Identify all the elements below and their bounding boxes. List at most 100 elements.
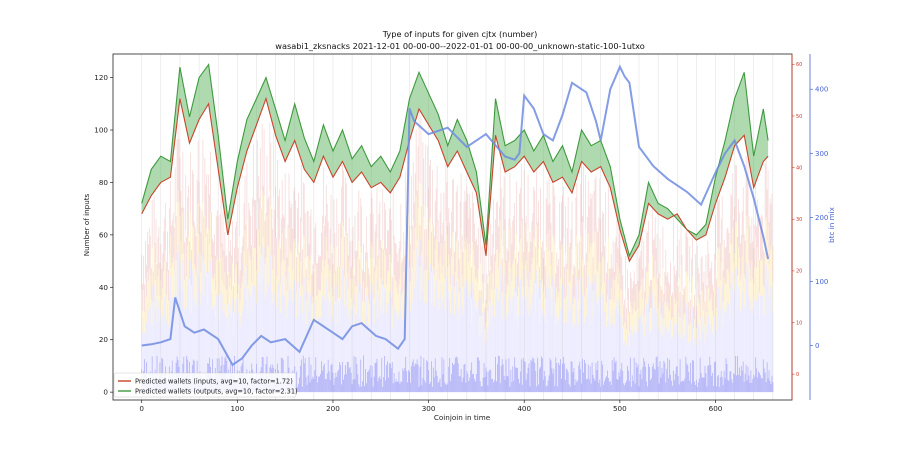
bar-top xyxy=(409,244,411,282)
bar-mid xyxy=(734,290,736,375)
bar-top xyxy=(223,250,225,286)
bar-mid xyxy=(369,293,371,366)
bar-base xyxy=(415,364,417,393)
bar-yellow xyxy=(271,254,273,292)
bar-top xyxy=(435,188,437,240)
bar-mid xyxy=(403,304,405,371)
x-tick-label: 0 xyxy=(139,404,144,413)
bar-top xyxy=(179,157,181,217)
bar-top xyxy=(643,241,645,279)
bar-base xyxy=(343,374,345,393)
bar-yellow xyxy=(170,267,172,301)
bar-yellow xyxy=(310,254,312,292)
bar-top xyxy=(507,250,509,286)
bar-yellow xyxy=(421,252,423,290)
bar-yellow xyxy=(529,272,531,305)
bar-top xyxy=(164,218,166,262)
bar-mid xyxy=(334,304,336,378)
bar-base xyxy=(672,370,674,393)
bar-top xyxy=(317,262,319,296)
bar-base xyxy=(696,386,698,393)
bar-base xyxy=(745,364,747,393)
bar-top xyxy=(701,255,703,290)
bar-yellow xyxy=(358,241,360,282)
bar-top xyxy=(389,207,391,254)
bar-mid xyxy=(298,282,299,384)
bar-yellow xyxy=(375,265,377,300)
bar-mid xyxy=(769,285,771,381)
bar-top xyxy=(339,266,341,298)
bar-top xyxy=(575,197,577,247)
bar-mid xyxy=(555,326,557,358)
bar-top xyxy=(210,151,212,213)
bar-base xyxy=(383,376,385,393)
bar-base xyxy=(623,383,625,393)
bar-yellow xyxy=(347,289,349,317)
bar-mid xyxy=(167,303,168,385)
bar-top xyxy=(696,245,698,283)
x-tick-label: 600 xyxy=(709,404,723,413)
bar-top xyxy=(226,255,228,290)
bar-top xyxy=(163,231,165,272)
bar-base xyxy=(328,371,330,393)
bar-top xyxy=(475,238,477,278)
bar-top xyxy=(745,156,747,216)
bar-top xyxy=(282,214,284,260)
bar-base xyxy=(431,386,433,393)
bar-yellow xyxy=(772,282,774,312)
bar-top xyxy=(495,219,496,263)
bar-top xyxy=(465,200,467,249)
bar-yellow xyxy=(569,280,571,310)
bar-base xyxy=(709,356,711,393)
bar-mid xyxy=(615,306,617,361)
bar-top xyxy=(665,249,667,286)
bar-top xyxy=(504,219,506,263)
bar-top xyxy=(584,264,585,297)
bar-yellow xyxy=(458,292,460,320)
bar-top xyxy=(528,252,530,288)
bar-yellow xyxy=(147,281,149,311)
bar-top xyxy=(650,279,651,308)
bar-yellow xyxy=(502,246,504,286)
bar-yellow xyxy=(657,307,659,330)
bar-mid xyxy=(639,317,641,374)
bar-mid xyxy=(368,327,370,370)
bar-mid xyxy=(292,302,294,371)
bar-mid xyxy=(209,283,211,358)
bar-base xyxy=(537,357,539,393)
bar-mid xyxy=(251,311,253,364)
bar-mid xyxy=(313,325,315,379)
bar-yellow xyxy=(697,298,699,324)
bar-mid xyxy=(204,263,206,385)
bar-base xyxy=(629,357,631,393)
bar-mid xyxy=(657,329,659,367)
bar-base xyxy=(340,364,342,393)
bar-base xyxy=(445,384,447,393)
bar-mid xyxy=(553,279,555,369)
bar-yellow xyxy=(753,284,755,313)
bar-top xyxy=(191,169,193,226)
bar-top xyxy=(721,196,723,246)
bar-base xyxy=(387,377,389,393)
bar-top xyxy=(620,254,622,289)
bar-mid xyxy=(290,290,292,382)
bar-yellow xyxy=(435,239,437,281)
bar-mid xyxy=(420,239,422,356)
bar-top xyxy=(367,268,369,300)
bar-yellow xyxy=(337,298,339,324)
bar-base xyxy=(473,373,474,393)
bar-top xyxy=(638,259,640,293)
bar-yellow xyxy=(767,225,769,270)
bar-base xyxy=(498,356,500,393)
bar-mid xyxy=(256,253,258,386)
bar-mid xyxy=(761,295,763,378)
bar-base xyxy=(389,363,391,393)
bar-yellow xyxy=(325,236,327,279)
bar-yellow xyxy=(322,223,324,269)
bar-mid xyxy=(331,315,333,364)
bar-mid xyxy=(224,304,226,359)
bar-top xyxy=(483,246,485,283)
bar-mid xyxy=(347,316,349,362)
bar-yellow xyxy=(266,214,268,263)
bar-top xyxy=(471,267,473,299)
